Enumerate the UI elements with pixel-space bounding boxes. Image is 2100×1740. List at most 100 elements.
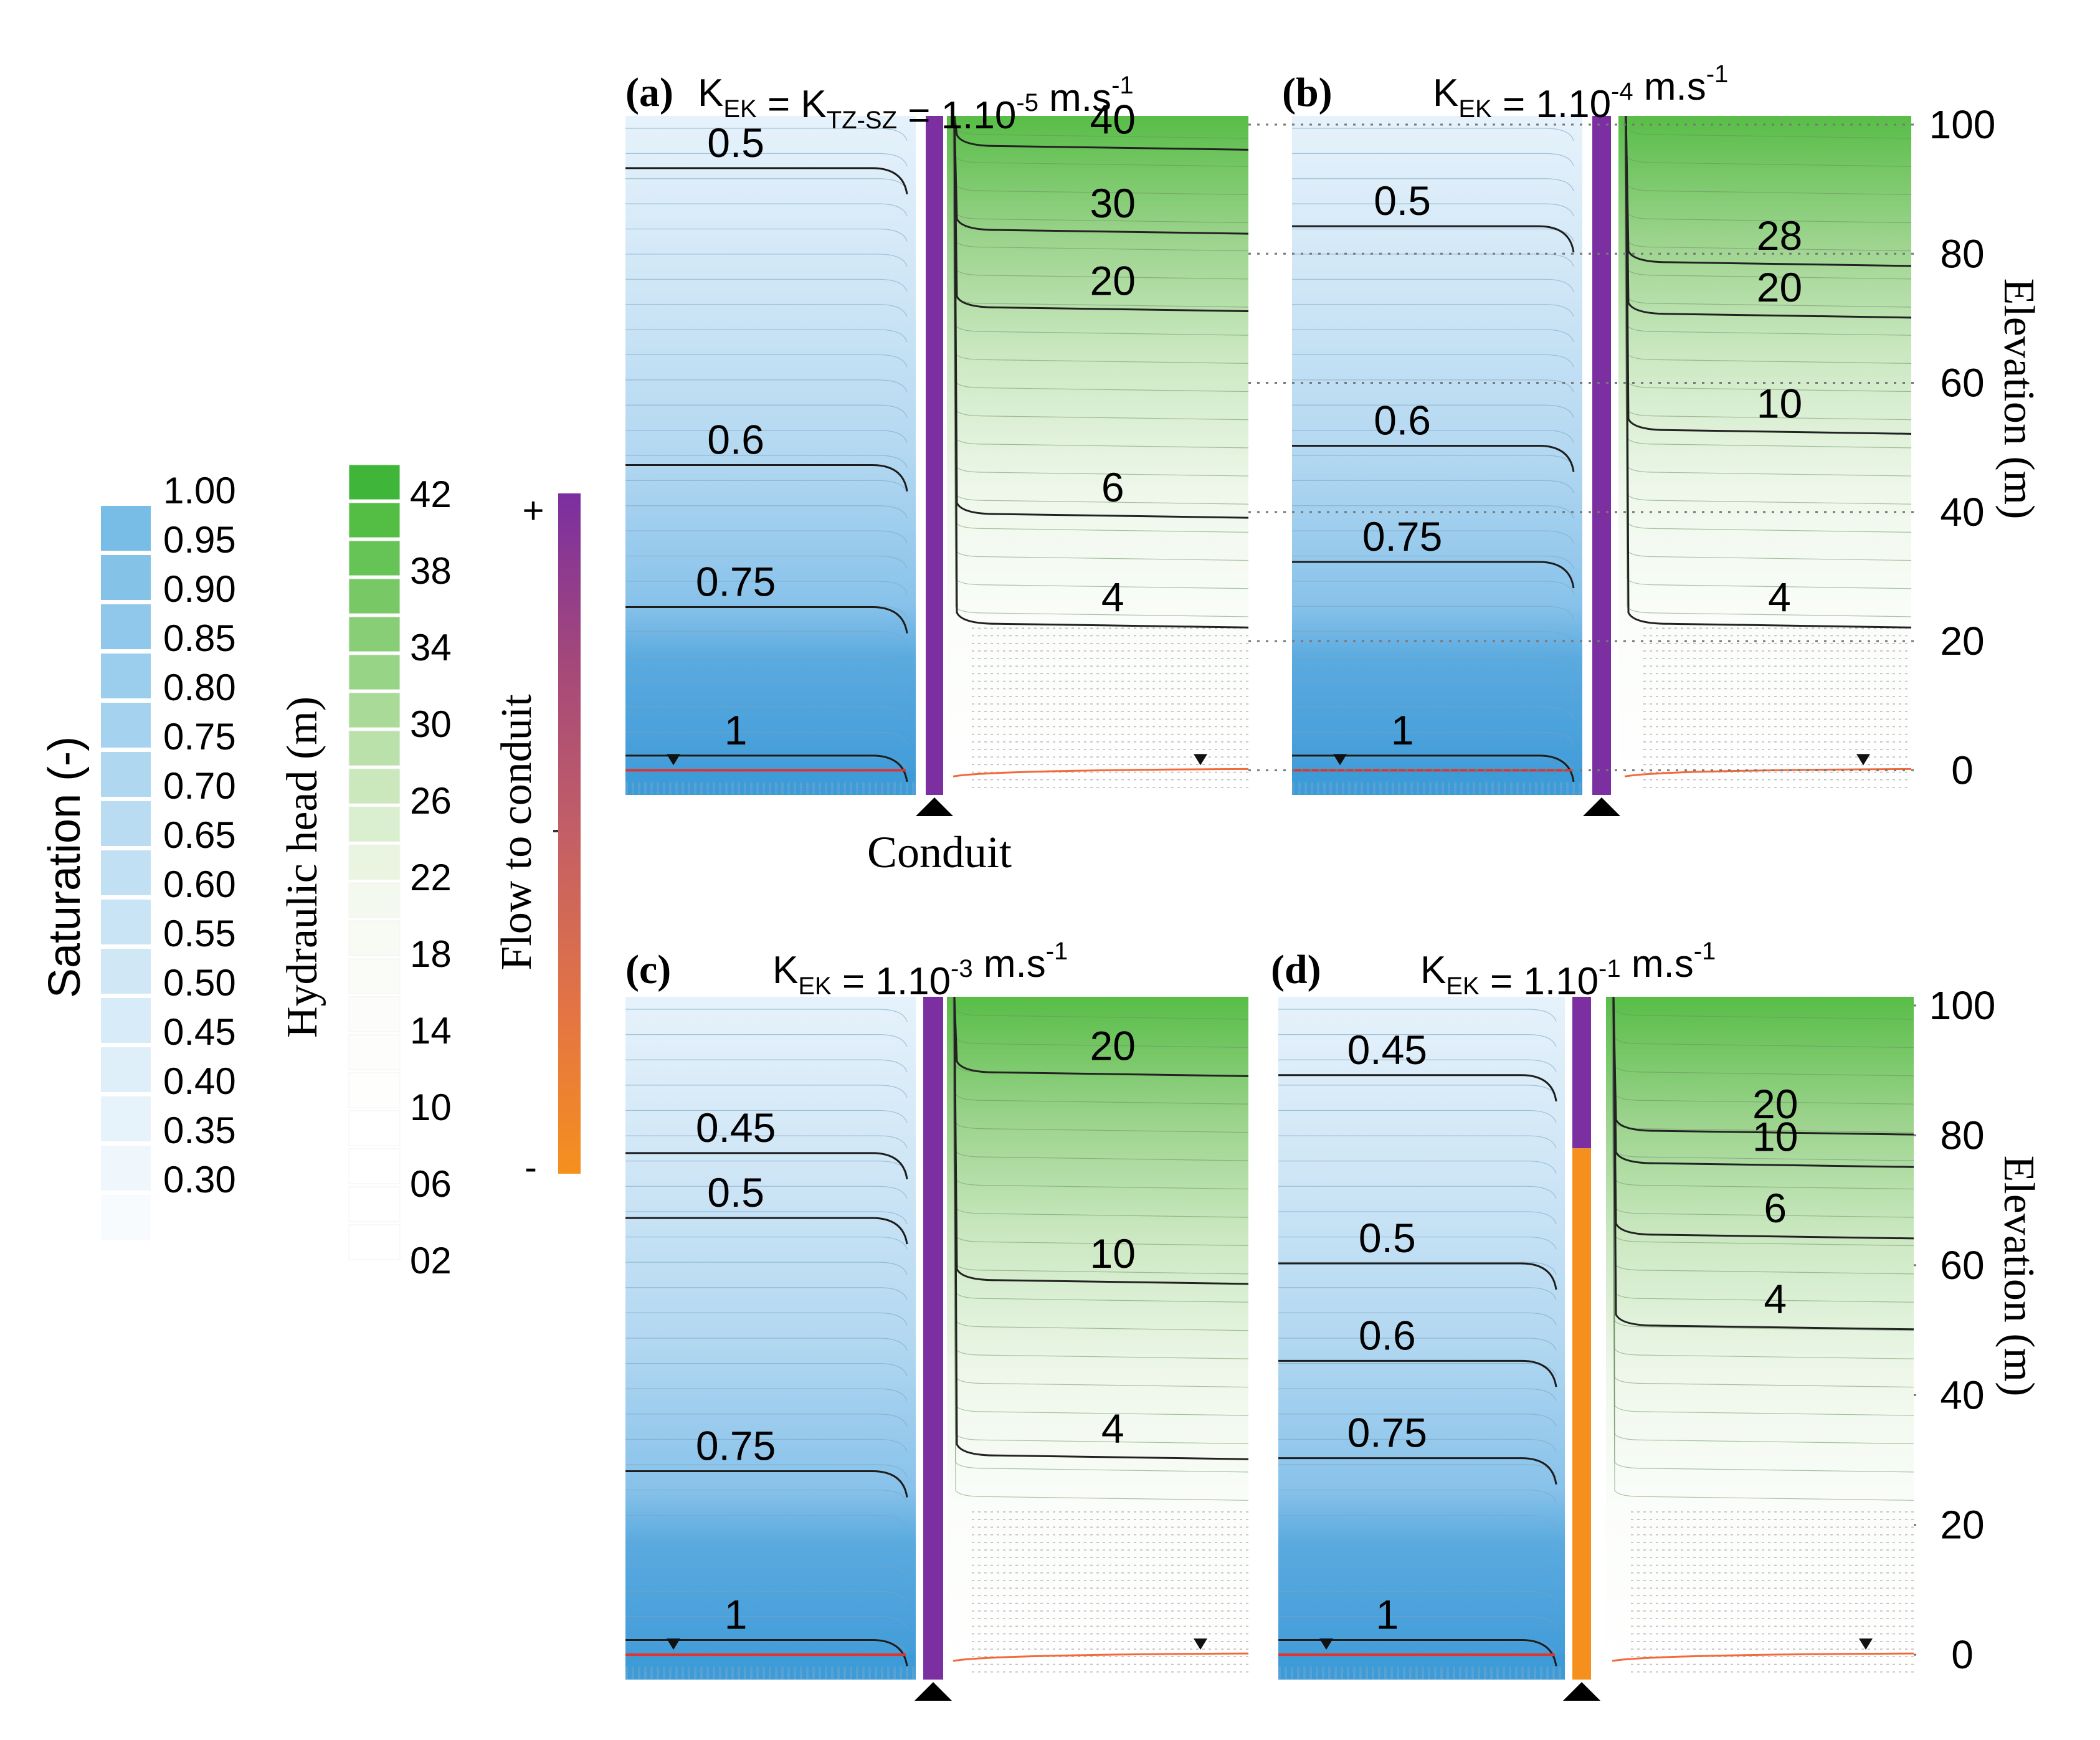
head-tick-label: 10 bbox=[410, 1086, 452, 1128]
panel-title-part: = 1.10 bbox=[832, 960, 951, 1003]
head-tick-label: 18 bbox=[410, 933, 452, 975]
saturation-minor-contour bbox=[625, 128, 908, 141]
head-swatch bbox=[348, 692, 401, 728]
conduit-bar bbox=[923, 997, 943, 1680]
panel-title-part: K bbox=[1420, 949, 1446, 992]
saturation-swatch bbox=[101, 752, 151, 797]
saturation-swatch bbox=[101, 1195, 151, 1240]
panel-title-part: -1 bbox=[1706, 60, 1729, 88]
elevation-axis-top: Elevation (m) 100 80 60 40 20 0 bbox=[1248, 102, 2043, 792]
saturation-minor-contour bbox=[625, 278, 908, 292]
head-minor-contour bbox=[953, 996, 1249, 1501]
saturation-minor-contour bbox=[1278, 1186, 1557, 1199]
head-contour-line bbox=[953, 115, 1249, 629]
saturation-minor-contour bbox=[1292, 278, 1574, 292]
saturation-swatch bbox=[101, 1146, 151, 1191]
saturation-swatch bbox=[101, 900, 151, 944]
saturation-tick-label: 0.60 bbox=[163, 863, 236, 905]
saturation-swatch bbox=[101, 850, 151, 895]
water-table-marker bbox=[1859, 1638, 1873, 1650]
flow-legend-minus: - bbox=[525, 1146, 537, 1188]
head-swatch bbox=[348, 920, 401, 956]
saturation-contour-label: 0.6 bbox=[707, 417, 764, 463]
saturation-minor-contour bbox=[1292, 606, 1574, 619]
saturation-minor-contour bbox=[625, 304, 908, 317]
saturation-minor-contour bbox=[625, 1059, 908, 1073]
head-contour-line bbox=[1612, 996, 1914, 1240]
saturation-swatch bbox=[101, 555, 151, 600]
saturation-contour-line bbox=[625, 606, 908, 634]
saturation-minor-contour bbox=[625, 606, 908, 619]
saturation-tick-label: 0.65 bbox=[163, 814, 236, 856]
saturation-minor-contour bbox=[1278, 1641, 1557, 1655]
saturation-minor-contour bbox=[1292, 430, 1574, 443]
panel-b: 0.5 0.6 0.75 1 28 20 10 4 (b) KEK = 1.10-4 m.s-1 bbox=[1282, 60, 1912, 816]
saturation-minor-contour bbox=[1292, 128, 1574, 141]
saturation-minor-contour bbox=[625, 706, 908, 720]
water-table-marker bbox=[1194, 1638, 1207, 1650]
elevation-tick-label: 100 bbox=[1929, 983, 1996, 1028]
saturation-minor-contour bbox=[1292, 178, 1574, 191]
saturation-minor-contour bbox=[625, 1514, 908, 1528]
head-contour-label: 28 bbox=[1757, 212, 1802, 259]
saturation-minor-contour bbox=[1278, 1514, 1557, 1528]
saturation-minor-contour bbox=[1278, 1414, 1557, 1427]
saturation-swatch bbox=[101, 949, 151, 994]
saturation-contour-line bbox=[625, 754, 908, 782]
saturation-tick-label: 0.30 bbox=[163, 1159, 236, 1200]
panel-title-part: = 1.10 bbox=[1480, 960, 1599, 1003]
head-contour-label: 10 bbox=[1090, 1230, 1135, 1276]
head-contour-line bbox=[1612, 996, 1914, 1168]
saturation-contour-label: 0.75 bbox=[696, 559, 776, 605]
saturation-minor-contour bbox=[625, 430, 908, 443]
head-tick-label: 42 bbox=[410, 473, 452, 515]
panel-title-part: m.s bbox=[1038, 77, 1111, 120]
saturation-minor-contour bbox=[625, 1236, 908, 1250]
flow-legend-title: Flow to conduit bbox=[493, 694, 541, 971]
saturation-tick-label: 0.90 bbox=[163, 568, 236, 610]
head-swatch bbox=[348, 1224, 401, 1260]
head-swatch bbox=[348, 502, 401, 538]
head-swatch bbox=[348, 464, 401, 500]
head-swatch bbox=[348, 958, 401, 994]
head-contour-line bbox=[1625, 115, 1912, 629]
saturation-tick-label: 0.80 bbox=[163, 667, 236, 708]
saturation-swatch bbox=[101, 801, 151, 846]
saturation-swatch bbox=[101, 1047, 151, 1092]
head-swatch bbox=[348, 730, 401, 766]
elevation-axis-bottom: Elevation (m) 100 80 60 40 20 0 bbox=[1914, 983, 2043, 1677]
saturation-minor-contour bbox=[625, 1464, 908, 1478]
head-swatch bbox=[348, 1186, 401, 1222]
conduit-outlet-icon bbox=[1563, 1682, 1600, 1701]
panel-title-part: K bbox=[1433, 72, 1458, 115]
saturation-minor-contour bbox=[625, 731, 908, 745]
head-contour-label: 30 bbox=[1090, 180, 1135, 226]
panel-label: (d) bbox=[1271, 947, 1321, 992]
head-swatch bbox=[348, 844, 401, 880]
head-contour-label: 10 bbox=[1757, 380, 1802, 426]
head-tick-label: 38 bbox=[410, 550, 452, 592]
elevation-tick-label: 100 bbox=[1929, 102, 1996, 147]
head-swatch bbox=[348, 1072, 401, 1108]
elevation-tick-label: 0 bbox=[1951, 1632, 1974, 1677]
panel-title-part: -1 bbox=[1694, 938, 1716, 965]
head-contour-line bbox=[953, 115, 1249, 312]
panel-c: 0.45 0.5 0.75 1 20 10 4 (c) KEK = 1.10-3 m.s-1 bbox=[625, 938, 1249, 1701]
saturation-swatch bbox=[101, 604, 151, 649]
saturation-minor-contour bbox=[625, 1388, 908, 1402]
saturation-minor-contour bbox=[625, 530, 908, 544]
saturation-minor-contour bbox=[625, 228, 908, 242]
saturation-minor-contour bbox=[1278, 1590, 1557, 1604]
saturation-minor-contour bbox=[625, 1110, 908, 1123]
saturation-minor-contour bbox=[1278, 1211, 1557, 1225]
elevation-tick-label: 80 bbox=[1940, 231, 1984, 276]
head-contour-line bbox=[953, 115, 1249, 235]
elevation-tick-label: 60 bbox=[1940, 1243, 1984, 1288]
flow-legend-bar bbox=[558, 493, 581, 1174]
head-contour-label: 10 bbox=[1752, 1113, 1798, 1159]
saturation-minor-contour bbox=[1292, 505, 1574, 518]
saturation-contour-label: 0.75 bbox=[1347, 1410, 1427, 1456]
saturation-minor-contour bbox=[1278, 1262, 1557, 1275]
elevation-tick-label: 80 bbox=[1940, 1113, 1984, 1158]
